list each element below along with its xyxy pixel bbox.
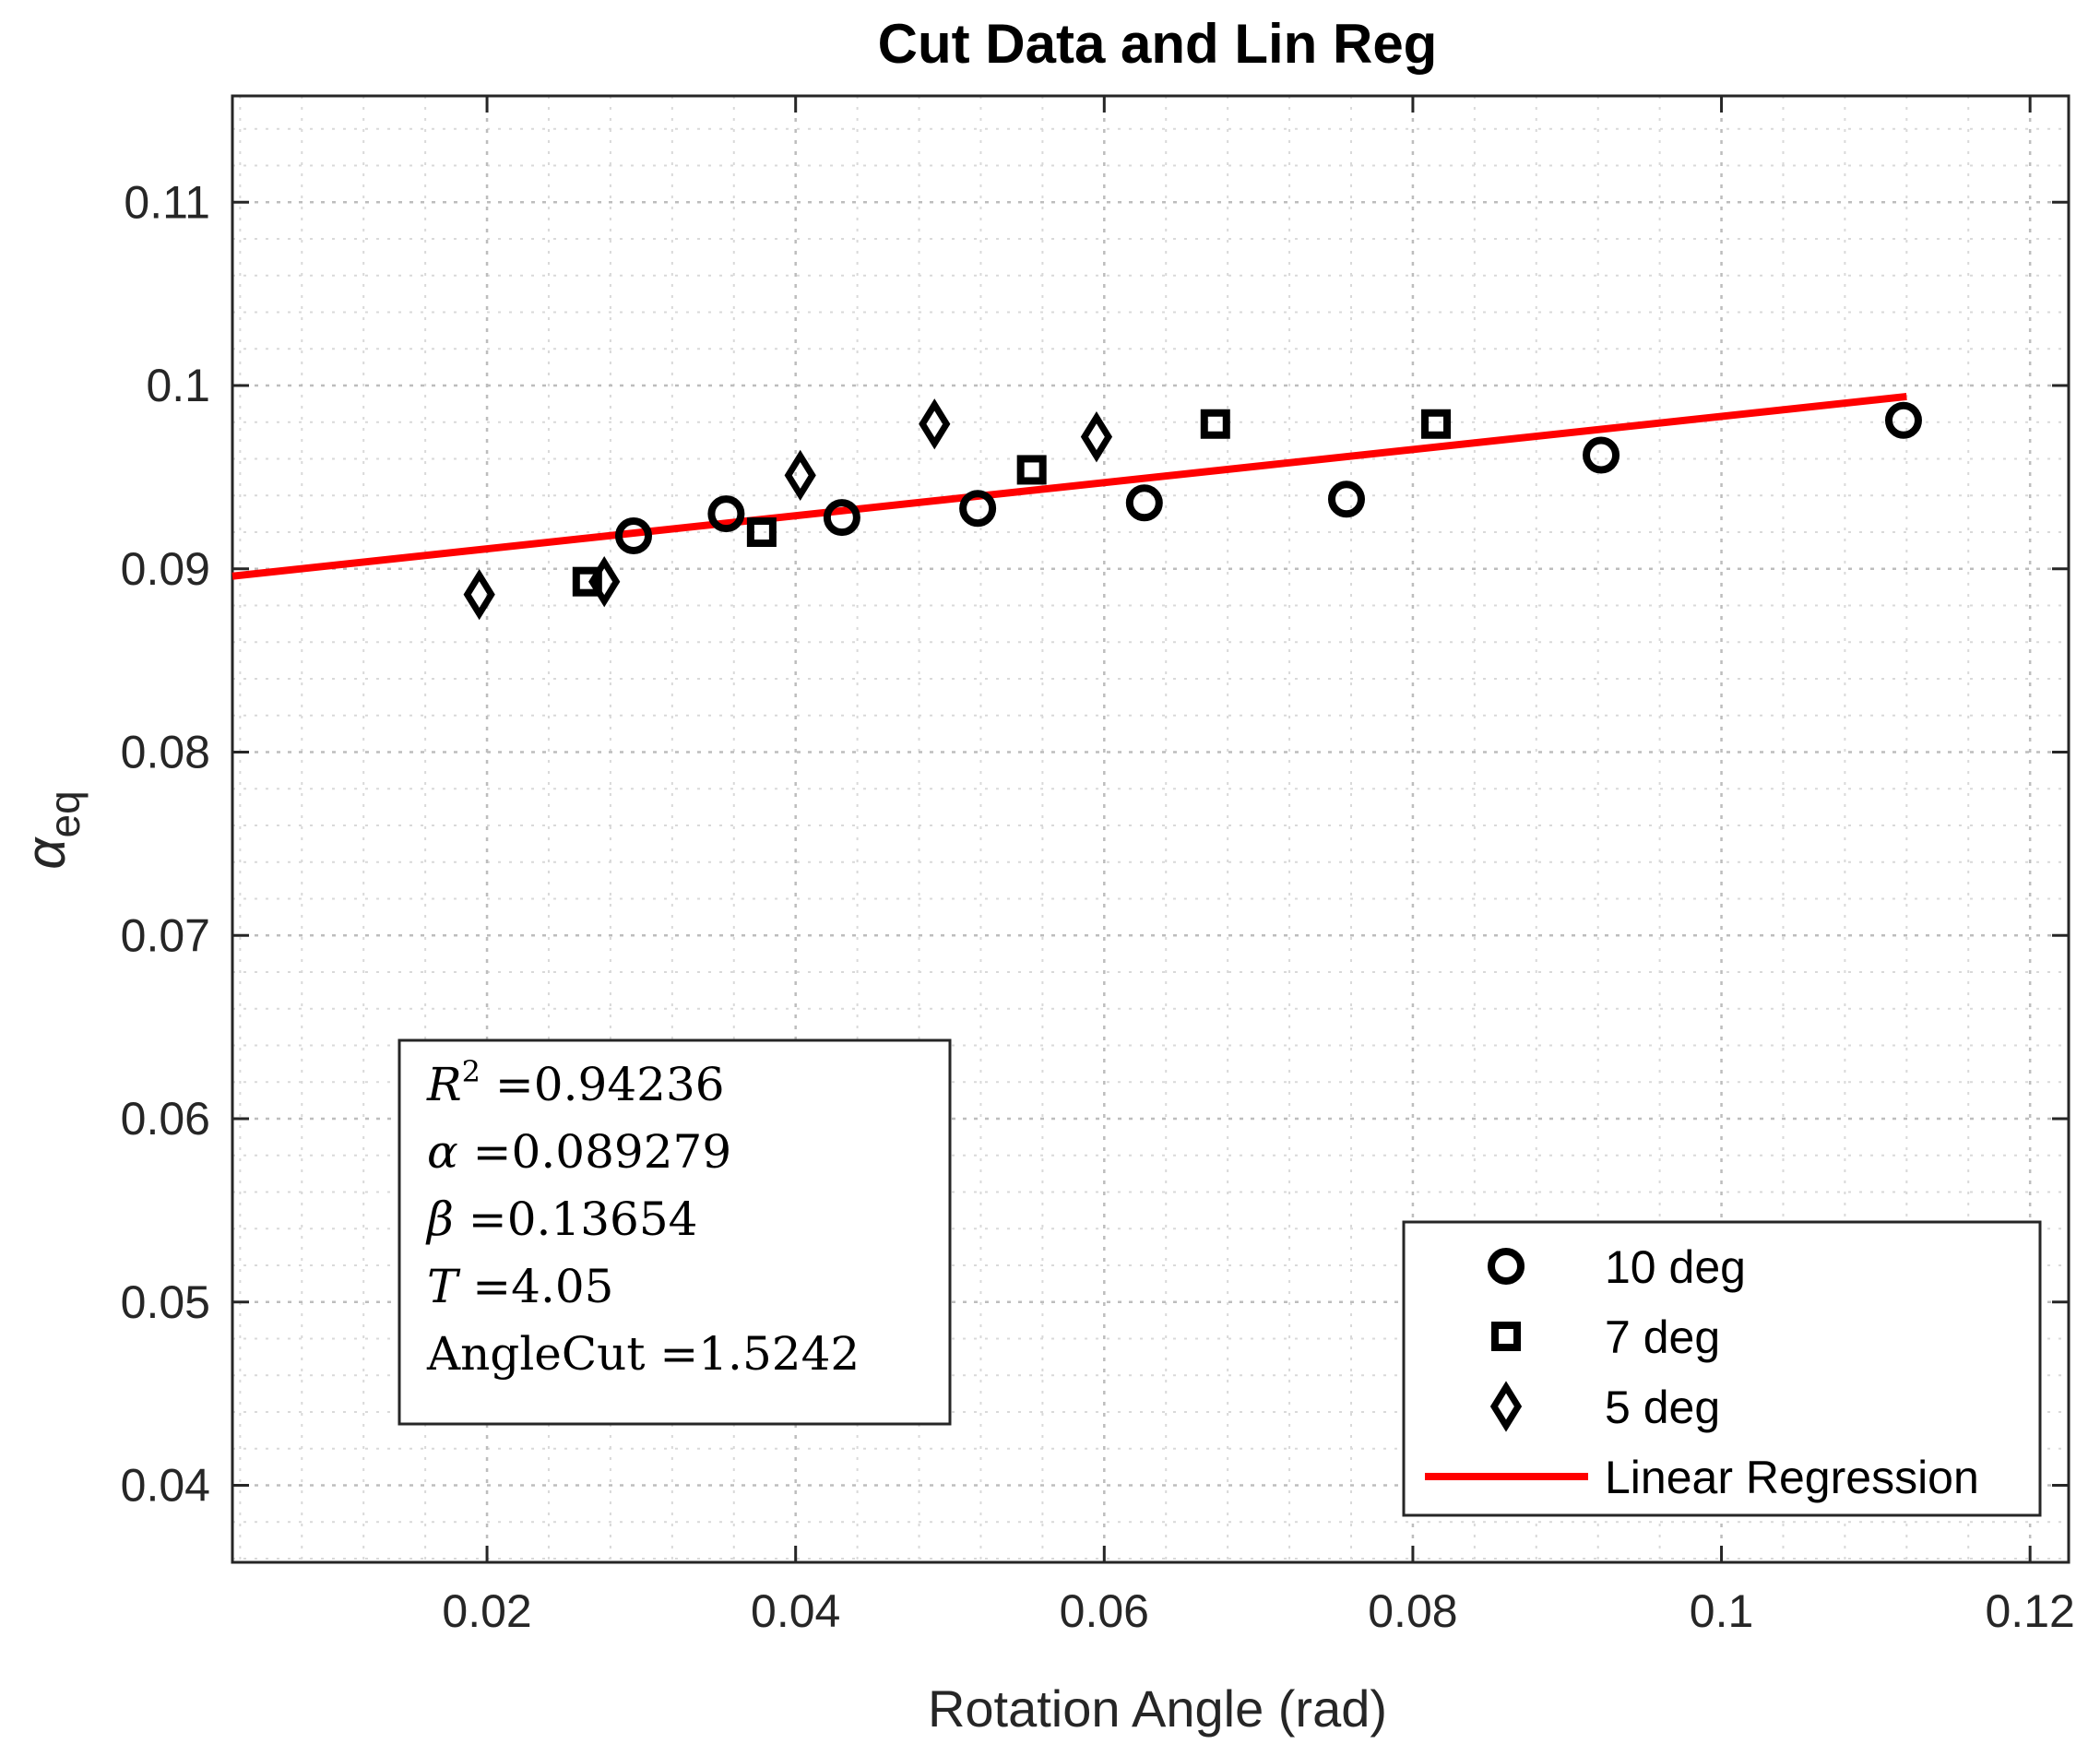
data-point-7-deg [1016, 455, 1047, 485]
y-tick-label: 0.05 [121, 1276, 210, 1328]
x-tick-label: 0.1 [1690, 1585, 1754, 1637]
data-point-7-deg [1200, 409, 1230, 439]
legend-marker-square [1491, 1322, 1521, 1351]
data-point-10-deg [1125, 484, 1163, 522]
legend-label: 7 deg [1605, 1311, 1720, 1363]
regression-line [231, 392, 1907, 580]
stat-line: T =4.05 [427, 1260, 613, 1313]
data-point-7-deg [572, 566, 602, 597]
y-tick-label: 0.08 [121, 727, 210, 778]
stat-superscript: 2 [462, 1054, 481, 1089]
y-tick-label: 0.07 [121, 909, 210, 961]
y-tick-label: 0.06 [121, 1093, 210, 1145]
legend-label: 10 deg [1605, 1241, 1746, 1293]
y-axis-label-symbol: α [15, 836, 77, 870]
data-point-10-deg [823, 499, 860, 537]
stat-value: =0.94236 [481, 1058, 725, 1111]
data-point-10-deg [1884, 401, 1922, 439]
legend: 10 deg 7 deg 5 deg Linear Regression [1402, 1220, 2042, 1517]
y-tick-label: 0.1 [146, 360, 210, 411]
y-tick-label: 0.04 [121, 1460, 210, 1512]
data-point-10-deg [1583, 436, 1620, 474]
data-point-10-deg [1327, 480, 1365, 518]
stat-value: =0.089279 [458, 1125, 731, 1179]
data-point-5-deg [588, 556, 621, 608]
stat-symbol: α [427, 1125, 458, 1179]
data-point-7-deg [1421, 409, 1452, 439]
x-tick-label: 0.08 [1368, 1585, 1457, 1637]
axes-box [231, 94, 2070, 1564]
data-point-10-deg [707, 495, 745, 533]
stat-symbol: R [426, 1058, 462, 1111]
legend-label: 5 deg [1605, 1382, 1720, 1433]
y-axis-label: αeq [15, 790, 89, 869]
x-tick-label: 0.04 [751, 1585, 840, 1637]
x-axis-label: Rotation Angle (rad) [928, 1679, 1387, 1738]
data-point-7-deg [746, 517, 777, 548]
regression-line-layer [231, 392, 1907, 580]
x-tick-label: 0.06 [1060, 1585, 1149, 1637]
stat-line: R2 =0.94236 [426, 1054, 725, 1111]
legend-label: Linear Regression [1605, 1452, 1979, 1503]
x-tick-label: 0.12 [1986, 1585, 2075, 1637]
data-point-5-deg [784, 449, 816, 502]
x-tick-label: 0.02 [442, 1585, 531, 1637]
data-point-10-deg [959, 490, 997, 528]
stat-value: AngleCut =1.5242 [426, 1327, 860, 1381]
stat-line: AngleCut =1.5242 [426, 1327, 860, 1381]
tick-labels: 0.02 0.04 0.06 0.08 0.1 0.120.040.050.060.070… [121, 176, 2075, 1637]
axis-ticks [232, 96, 2069, 1562]
stat-symbol: β [425, 1192, 454, 1246]
data-point-5-deg [919, 398, 951, 450]
stat-value: =0.13654 [454, 1192, 698, 1246]
marker-layer [463, 398, 1922, 621]
legend-marker-diamond [1489, 1381, 1523, 1432]
y-axis-label-subscript: eq [41, 790, 89, 837]
stat-value: =4.05 [457, 1260, 613, 1313]
data-point-5-deg [463, 568, 495, 621]
svg-text:αeq: αeq [15, 790, 89, 869]
legend-box [1402, 1220, 2042, 1517]
chart-title: Cut Data and Lin Reg [878, 13, 1438, 75]
data-point-10-deg [615, 517, 653, 554]
y-tick-label: 0.11 [124, 176, 210, 228]
stat-symbol: T [427, 1260, 461, 1313]
y-tick-label: 0.09 [121, 543, 210, 595]
stat-line: β =0.13654 [425, 1192, 697, 1246]
data-point-5-deg [1080, 411, 1113, 463]
stat-line: α =0.089279 [427, 1125, 731, 1179]
legend-marker-circle [1488, 1248, 1525, 1285]
minor-grid [232, 96, 2069, 1562]
